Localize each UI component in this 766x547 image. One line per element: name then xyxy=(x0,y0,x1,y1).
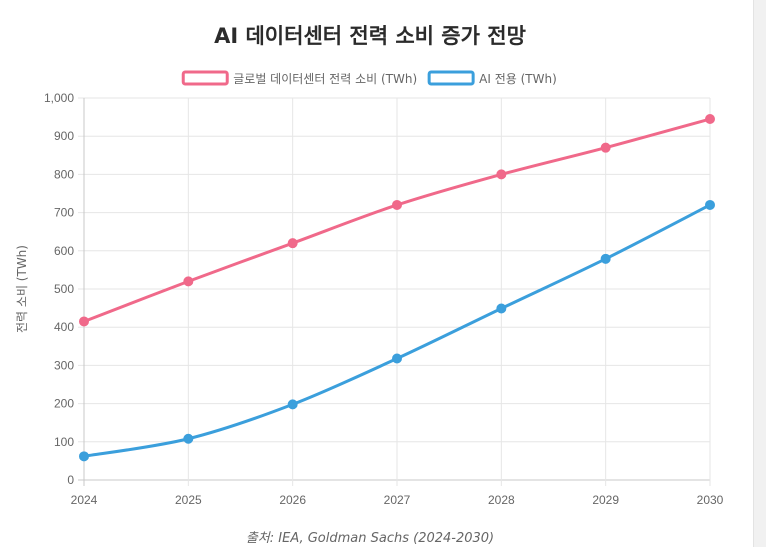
data-point[interactable] xyxy=(392,199,402,210)
legend[interactable]: 글로벌 데이터센터 전력 소비 (TWh) AI 전용 (TWh) xyxy=(181,70,557,86)
y-tick-label: 200 xyxy=(54,397,74,411)
x-tick-label: 2025 xyxy=(175,493,202,507)
legend-item-2[interactable]: AI 전용 (TWh) xyxy=(427,70,557,86)
y-tick-label: 1,000 xyxy=(44,91,74,105)
legend-item-1[interactable]: 글로벌 데이터센터 전력 소비 (TWh) xyxy=(181,70,417,86)
legend-swatch xyxy=(181,70,229,86)
y-tick-label: 600 xyxy=(54,244,74,258)
data-point[interactable] xyxy=(392,353,402,364)
axes: 0 100 200 300 400 500 600 700 800 900 1,000 2024 202… xyxy=(44,91,724,507)
data-point[interactable] xyxy=(496,169,507,180)
x-tick-label: 2028 xyxy=(488,493,515,507)
y-tick-label: 900 xyxy=(54,129,74,143)
legend-label: AI 전용 (TWh) xyxy=(479,72,557,86)
data-point[interactable] xyxy=(287,238,298,249)
legend-swatch xyxy=(427,70,475,86)
y-tick-label: 300 xyxy=(54,358,74,372)
y-tick-label: 0 xyxy=(67,473,74,487)
grid xyxy=(78,97,711,486)
data-point[interactable] xyxy=(79,316,89,327)
source-note: 출처: IEA, Goldman Sachs (2024-2030) xyxy=(245,531,495,546)
chart-title: AI 데이터센터 전력 소비 증가 전망 xyxy=(214,24,526,48)
x-tick-label: 2027 xyxy=(384,493,411,507)
y-tick-label: 400 xyxy=(54,320,74,334)
x-tick-label: 2029 xyxy=(592,493,619,507)
data-point[interactable] xyxy=(600,142,611,153)
data-point[interactable] xyxy=(600,253,611,264)
data-point[interactable] xyxy=(705,199,715,210)
x-tick-label: 2024 xyxy=(71,493,98,507)
y-tick-label: 800 xyxy=(54,167,74,181)
data-point[interactable] xyxy=(705,114,715,125)
data-point[interactable] xyxy=(79,451,89,462)
x-tick-label: 2030 xyxy=(697,493,724,507)
scrollbar[interactable] xyxy=(753,0,766,547)
y-tick-label: 700 xyxy=(54,206,74,220)
y-tick-label: 100 xyxy=(54,435,74,449)
data-point[interactable] xyxy=(287,399,298,410)
y-tick-label: 500 xyxy=(54,282,74,296)
legend-label: 글로벌 데이터센터 전력 소비 (TWh) xyxy=(233,72,417,86)
data-point[interactable] xyxy=(183,433,194,444)
x-tick-label: 2026 xyxy=(279,493,306,507)
series xyxy=(79,114,715,462)
data-point[interactable] xyxy=(496,303,507,314)
data-point[interactable] xyxy=(183,276,194,287)
y-axis-title: 전력 소비 (TWh) xyxy=(15,245,29,333)
